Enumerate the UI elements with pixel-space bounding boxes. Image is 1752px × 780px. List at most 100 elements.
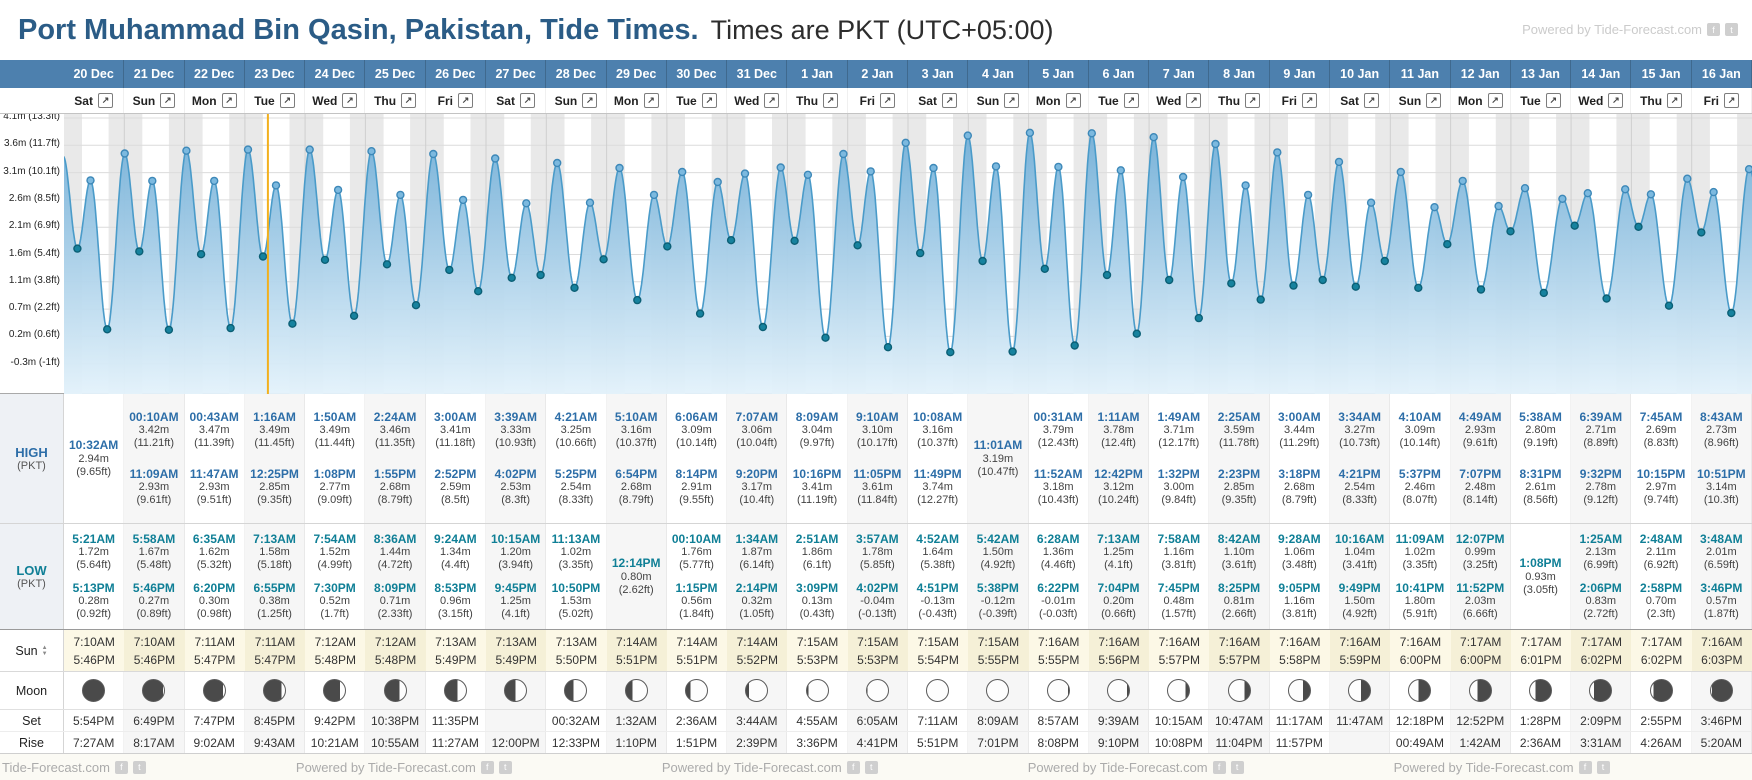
sunset-time: 5:50PM [555, 652, 598, 667]
expand-day-icon[interactable]: ↗ [1065, 93, 1081, 108]
expand-day-icon[interactable]: ↗ [401, 93, 417, 108]
expand-day-icon[interactable]: ↗ [880, 93, 896, 108]
moon-cell [1511, 672, 1572, 709]
high-tide-entry-height-ft: (12.27ft) [917, 493, 959, 506]
sunrise-time: 7:16AM [1339, 634, 1381, 649]
high-tide-entry-height-m: 3.04m [801, 424, 833, 437]
expand-day-icon[interactable]: ↗ [1608, 93, 1624, 108]
weekday-label: Mon [191, 93, 217, 108]
facebook-icon: f [480, 760, 494, 774]
low-tide-entry-height-m: 1.67m [138, 546, 170, 559]
expand-day-icon[interactable]: ↗ [221, 93, 237, 108]
high-tide-entry-height-m: 3.41m [440, 424, 471, 437]
expand-day-icon[interactable]: ↗ [941, 93, 957, 108]
moon-cell [1390, 672, 1451, 709]
low-tide-entry-time: 7:58AM [1157, 532, 1201, 547]
high-tide-entry-height-m: 2.46m [1404, 480, 1436, 493]
high-tide-entry-height-m: 3.71m [1163, 424, 1195, 437]
y-axis-label: 2.6m (8.5ft) [8, 192, 60, 204]
expand-day-icon[interactable]: ↗ [1302, 93, 1318, 108]
expand-day-icon[interactable]: ↗ [1545, 93, 1561, 108]
high-tide-entry: 1:32PM 3.00m (9.84ft) [1149, 467, 1208, 507]
low-tide-entry-time: 3:48AM [1700, 532, 1743, 547]
sun-times-cell: 7:17AM 6:00PM [1450, 630, 1511, 671]
expand-day-icon[interactable]: ↗ [701, 93, 717, 108]
expand-day-icon[interactable]: ↗ [1245, 93, 1261, 108]
expand-day-icon[interactable]: ↗ [519, 93, 535, 108]
low-tide-entry-time: 9:28AM [1278, 532, 1321, 547]
moon-phase-icon [745, 679, 769, 702]
sunrise-time: 7:13AM [555, 634, 598, 649]
low-tide-cell: 8:36AM 1.44m (4.72ft) 8:09PM 0.71m (2.33ft) [365, 524, 426, 629]
expand-day-icon[interactable]: ↗ [97, 93, 113, 108]
high-tide-entry: 11:49PM 3.74m (12.27ft) [908, 467, 967, 507]
expand-day-icon[interactable]: ↗ [1487, 93, 1503, 108]
expand-day-icon[interactable]: ↗ [1363, 93, 1379, 108]
high-tide-entry-height-ft: (9.19ft) [1523, 437, 1558, 450]
expand-day-icon[interactable]: ↗ [1724, 93, 1740, 108]
low-tide-entry-time: 9:49PM [1338, 580, 1381, 595]
expand-day-icon[interactable]: ↗ [1186, 93, 1202, 108]
low-tide-entry-time: 5:42AM [976, 532, 1020, 547]
expand-day-icon[interactable]: ↗ [458, 93, 474, 108]
expand-day-icon[interactable]: ↗ [279, 93, 295, 108]
sun-times-cell: 7:16AM 6:00PM [1390, 630, 1451, 671]
sunset-time: 5:51PM [676, 652, 718, 667]
moon-cell [245, 672, 306, 709]
sun-section: Sun ▲ ▼ 7:10AM 5:46PM 7:10AM 5:46PM 7:11AM 5:4… [0, 630, 1752, 672]
expand-day-icon[interactable]: ↗ [582, 93, 598, 108]
expand-day-icon[interactable]: ↗ [342, 93, 358, 108]
high-tide-entry-time: 00:31AM [1033, 410, 1083, 425]
high-tide-entry: 10:51PM 3.14m (10.3ft) [1692, 467, 1751, 507]
expand-day-icon[interactable]: ↗ [1426, 93, 1442, 108]
high-tide-entry-height-m: 3.10m [862, 424, 893, 437]
high-tide-entry-time: 10:08AM [912, 410, 963, 425]
high-tide-entry-height-ft: (11.84ft) [857, 493, 898, 506]
high-row-label: HIGH (PKT) [0, 394, 64, 523]
high-tide-entry-height-m: 2.80m [1525, 424, 1556, 437]
expand-day-icon[interactable]: ↗ [160, 93, 176, 108]
expand-day-icon[interactable]: ↗ [643, 93, 659, 108]
expand-day-icon[interactable]: ↗ [764, 93, 780, 108]
low-tide-entry-height-ft: (-0.03ft) [1038, 607, 1078, 620]
high-tide-entry-height-m: 2.53m [500, 480, 531, 493]
moonset-cell: 12:18PM [1390, 710, 1451, 731]
low-tide-entry: 1:15PM 0.56m (1.84ft) [667, 581, 726, 621]
high-tide-cell: 9:10AM 3.10m (10.17ft) 11:05PM 3.61m (11.84ft… [848, 394, 908, 523]
sun-times-cell: 7:12AM 5:48PM [305, 630, 366, 671]
low-tide-cell: 1:34AM 1.87m (6.14ft) 2:14PM 0.32m (1.05ft) [727, 524, 788, 629]
high-tide-entry: 9:10AM 3.10m (10.17ft) [848, 410, 907, 450]
high-tide-entry-height-ft: (10.14ft) [1399, 437, 1441, 450]
sun-times-cell: 7:10AM 5:46PM [124, 630, 185, 671]
high-tide-entry: 2:24AM 3.46m (11.35ft) [365, 410, 424, 450]
moon-phase-icon [805, 679, 829, 702]
rise-label: Rise [18, 735, 44, 750]
low-tide-entry: 8:36AM 1.44m (4.72ft) [365, 532, 424, 572]
high-tide-entry-time: 7:07AM [735, 410, 779, 425]
moon-cell [1029, 672, 1089, 709]
low-tide-entry-height-m: 1.06m [1284, 546, 1315, 559]
date-cell: 24 Dec [305, 60, 366, 88]
low-tide-cell: 6:35AM 1.62m (5.32ft) 6:20PM 0.30m (0.98ft) [185, 524, 245, 629]
moonset-cell: 3:46PM [1692, 710, 1752, 731]
expand-day-icon[interactable]: ↗ [1123, 93, 1139, 108]
high-tide-entry-time: 8:14PM [675, 466, 718, 481]
high-tide-entry-height-ft: (11.19ft) [796, 493, 838, 506]
low-tide-entry-height-ft: (-0.39ft) [978, 607, 1018, 620]
high-tide-entry: 6:54PM 2.68m (8.79ft) [607, 467, 666, 507]
low-tide-entry-height-ft: (5.91ft) [1402, 607, 1438, 620]
date-row-gutter [0, 60, 64, 88]
expand-day-icon[interactable]: ↗ [1667, 93, 1683, 108]
low-tide-entry-height-ft: (-0.43ft) [918, 607, 957, 620]
sun-times-cell: 7:15AM 5:55PM [968, 630, 1029, 671]
low-tide-entry-height-m: 1.20m [500, 546, 531, 559]
low-tide-entry-time: 9:45PM [494, 580, 537, 595]
expand-day-icon[interactable]: ↗ [1004, 93, 1020, 108]
low-tide-entry-height-m: 1.50m [982, 546, 1014, 559]
low-tide-entry: 7:45PM 0.48m (1.57ft) [1149, 581, 1208, 621]
y-axis: 4.1m (13.3ft) 3.6m (11.7ft) 3.1m (10.1ft) 2… [0, 114, 64, 393]
expand-day-icon[interactable]: ↗ [823, 93, 839, 108]
high-tide-entry-height-m: 3.14m [1706, 480, 1737, 493]
sunset-time: 6:00PM [1460, 652, 1502, 667]
low-tide-entry-height-m: 0.28m [78, 594, 109, 607]
